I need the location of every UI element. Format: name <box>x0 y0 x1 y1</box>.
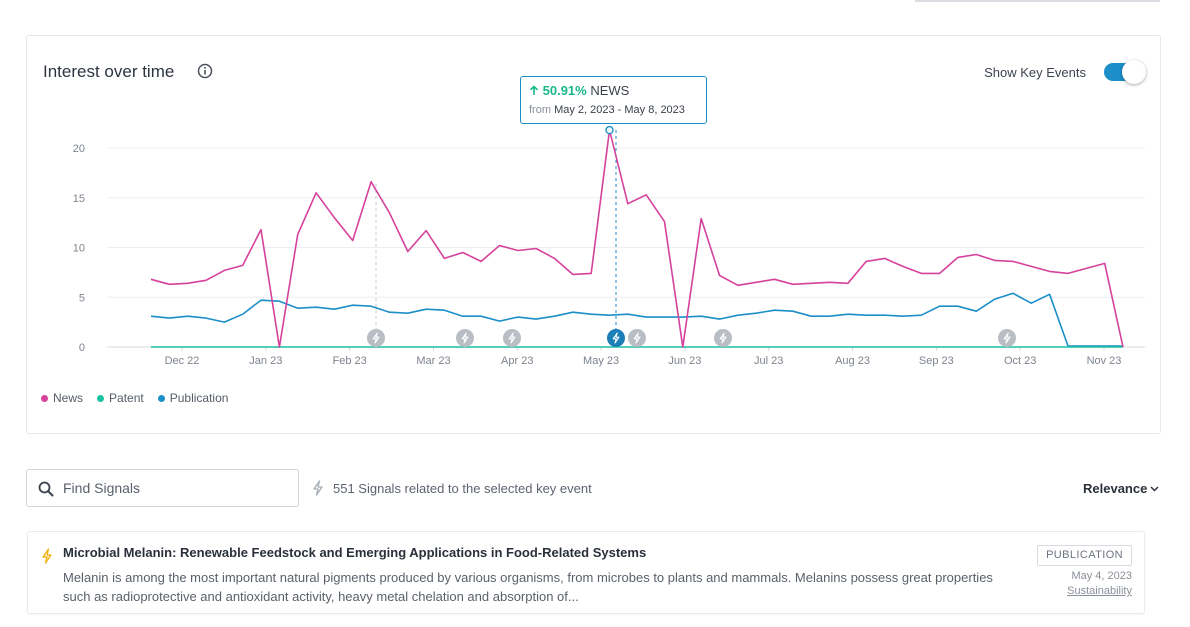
key-event-marker[interactable] <box>367 329 385 347</box>
interest-chart: 0 5 10 15 20 Dec 22 Jan 23 Feb 23 Mar 23 Apr 23 Ma… <box>73 125 1145 367</box>
key-event-marker-selected[interactable] <box>607 329 625 347</box>
find-signals-search[interactable] <box>26 469 299 507</box>
x-tick-label: Nov 23 <box>1087 355 1122 367</box>
series-line-news <box>150 129 1124 348</box>
search-input[interactable] <box>61 470 291 506</box>
legend-dot <box>97 394 105 402</box>
legend-item-news[interactable]: News <box>41 391 83 405</box>
show-key-events-label: Show Key Events <box>984 65 1086 80</box>
legend-item-publication[interactable]: Publication <box>157 391 229 405</box>
legend-dot <box>41 394 48 402</box>
series-line-publication <box>150 292 1123 347</box>
x-tick-label: Jan 23 <box>249 355 282 367</box>
x-tick-label: Aug 23 <box>835 355 870 367</box>
legend-dot <box>157 394 165 402</box>
x-tick-label: Jun 23 <box>668 355 701 367</box>
tooltip-date-range: May 2, 2023 - May 8, 2023 <box>554 104 685 116</box>
show-key-events-toggle[interactable] <box>1104 60 1146 84</box>
x-tick-label: May 23 <box>583 355 619 367</box>
top-divider <box>915 0 1160 2</box>
key-event-marker[interactable] <box>503 329 521 347</box>
lightning-icon <box>313 480 323 496</box>
x-tick-label: Jul 23 <box>754 355 783 367</box>
tooltip-change: 50.91% <box>542 83 587 98</box>
arrow-up-icon <box>529 85 539 95</box>
sort-dropdown[interactable]: Relevance <box>1083 481 1159 496</box>
chevron-down-icon <box>1150 485 1159 492</box>
chart-tooltip: 50.91% NEWS from May 2, 2023 - May 8, 20… <box>520 76 707 124</box>
toggle-knob <box>1122 60 1146 84</box>
legend-label: Patent <box>109 391 144 405</box>
signal-result-card[interactable]: Microbial Melanin: Renewable Feedstock a… <box>27 531 1145 614</box>
y-tick-label: 15 <box>73 193 85 205</box>
result-date: May 4, 2023 <box>1071 570 1132 582</box>
result-tag-link[interactable]: Sustainability <box>1067 585 1132 597</box>
signals-count: 551 Signals related to the selected key … <box>311 480 592 496</box>
result-title[interactable]: Microbial Melanin: Renewable Feedstock a… <box>63 545 647 560</box>
y-tick-label: 10 <box>73 243 85 255</box>
key-event-marker[interactable] <box>456 329 474 347</box>
y-tick-label: 20 <box>73 143 85 155</box>
interest-over-time-card: Interest over time Show Key Events 0 5 10 1… <box>26 35 1161 434</box>
tooltip-series: NEWS <box>590 83 630 98</box>
x-tick-label: Apr 23 <box>501 355 533 367</box>
y-tick-label: 5 <box>79 292 85 304</box>
info-icon[interactable] <box>197 63 213 79</box>
legend-label: Publication <box>169 391 229 405</box>
hover-point <box>605 125 614 135</box>
x-tick-label: Mar 23 <box>416 355 450 367</box>
chart-legend: News Patent Publication <box>41 391 228 405</box>
x-tick-label: Oct 23 <box>1004 355 1036 367</box>
x-tick-label: Feb 23 <box>333 355 367 367</box>
signals-count-text: 551 Signals related to the selected key … <box>333 480 592 496</box>
legend-item-patent[interactable]: Patent <box>97 391 144 405</box>
key-event-marker[interactable] <box>714 329 732 347</box>
card-title: Interest over time <box>43 62 175 81</box>
result-snippet: Melanin is among the most important natu… <box>63 570 993 604</box>
legend-label: News <box>53 391 84 405</box>
key-event-marker[interactable] <box>628 329 646 347</box>
x-tick-label: Sep 23 <box>919 355 954 367</box>
lightning-icon <box>42 548 52 564</box>
tooltip-from-label: from <box>529 104 551 116</box>
key-event-marker[interactable] <box>998 329 1016 347</box>
result-type-badge: PUBLICATION <box>1037 545 1132 566</box>
search-icon <box>38 481 54 497</box>
sort-label: Relevance <box>1083 481 1148 496</box>
x-tick-label: Dec 22 <box>165 355 200 367</box>
y-tick-label: 0 <box>79 342 85 354</box>
